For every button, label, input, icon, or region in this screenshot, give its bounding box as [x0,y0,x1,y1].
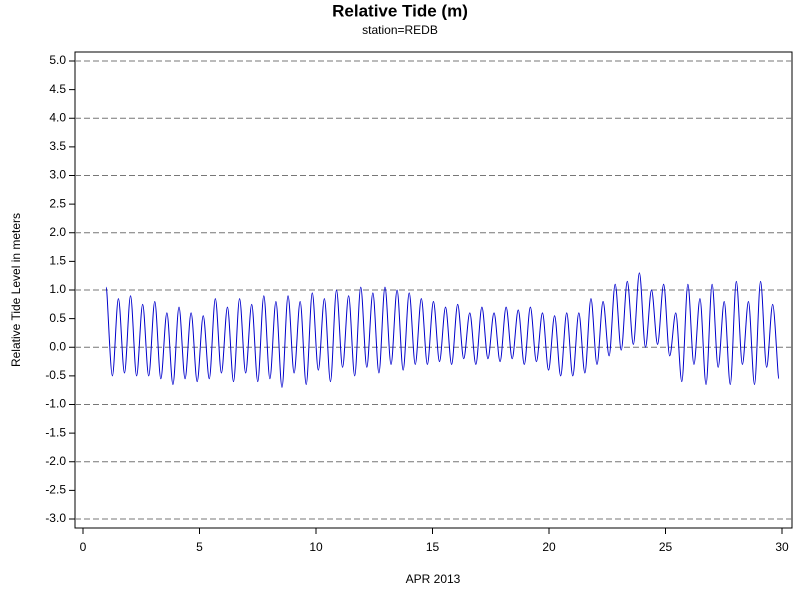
chart-subtitle: station=REDB [362,23,438,37]
plot-frame [74,51,793,529]
y-tick-label: 0.5 [49,311,66,325]
y-tick-label: 2.0 [49,225,66,239]
tide-line [105,272,780,388]
y-axis-label: Relative Tide Level in meters [9,213,23,367]
y-tick-label: -3.0 [45,511,66,525]
chart-title: Relative Tide (m) [332,1,468,20]
y-tick-label: 4.0 [49,110,66,124]
y-tick-label: 0.0 [49,339,66,353]
y-tick-label: 1.5 [49,254,66,268]
x-tick-label: 25 [659,540,673,554]
y-tick-label: 2.5 [49,196,66,210]
x-tick-label: 10 [309,540,323,554]
x-tick-label: 5 [196,540,203,554]
y-tick-label: 1.0 [49,282,66,296]
y-tick-label: 3.0 [49,168,66,182]
x-tick-label: 30 [775,540,789,554]
y-tick-label: 3.5 [49,139,66,153]
x-tick-label: 15 [426,540,440,554]
y-tick-label: 5.0 [49,53,66,67]
x-axis-label: APR 2013 [406,572,461,586]
y-tick-label: -1.0 [45,397,66,411]
x-tick-label: 20 [542,540,556,554]
y-tick-label: -2.0 [45,454,66,468]
y-tick-label: 4.5 [49,82,66,96]
y-tick-label: -2.5 [45,483,66,497]
y-tick-label: -1.5 [45,425,66,439]
x-tick-label: 0 [80,540,87,554]
y-tick-label: -0.5 [45,368,66,382]
